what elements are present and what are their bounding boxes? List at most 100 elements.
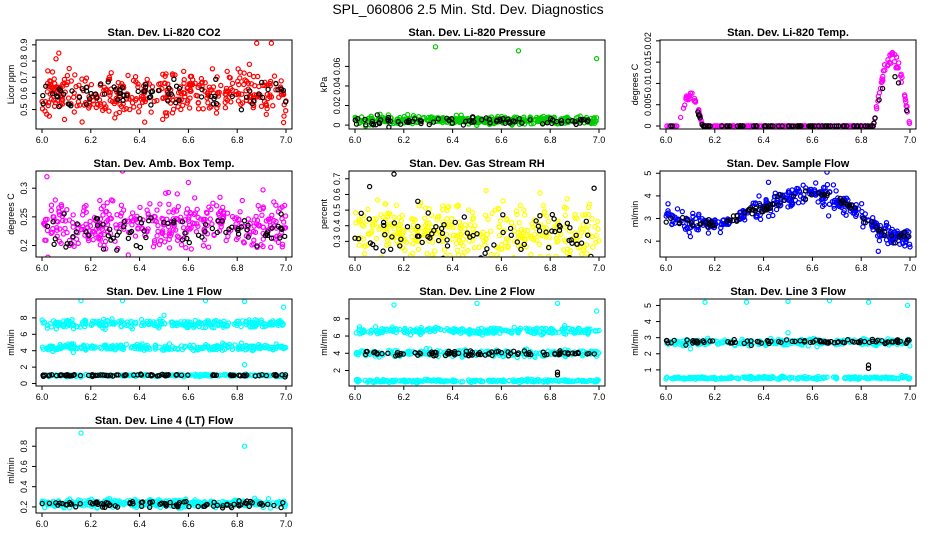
data-point — [273, 341, 279, 347]
data-point — [891, 59, 898, 65]
data-point — [682, 102, 688, 108]
data-point — [523, 377, 529, 383]
data-point — [246, 61, 253, 68]
data-point — [679, 214, 686, 221]
data-point — [194, 206, 200, 213]
y-axis-label: ml/min — [630, 201, 640, 228]
data-point — [230, 372, 236, 379]
x-tick-label: 6.8 — [231, 392, 244, 402]
data-point — [405, 378, 412, 384]
data-point — [862, 219, 868, 226]
data-point — [528, 328, 534, 335]
data-point — [227, 85, 234, 92]
data-point — [123, 105, 130, 112]
data-point — [213, 100, 220, 107]
data-point — [70, 233, 76, 240]
y-axis-label: percent — [319, 198, 329, 229]
data-point — [82, 320, 89, 326]
x-tick-label: 6.6 — [495, 263, 508, 273]
data-point — [90, 343, 96, 350]
data-point — [265, 216, 271, 223]
data-point — [416, 330, 422, 336]
data-point — [229, 93, 235, 100]
data-point — [410, 250, 416, 257]
data-point — [209, 221, 215, 227]
data-point — [760, 375, 766, 381]
data-point — [401, 113, 407, 120]
data-point — [89, 320, 95, 327]
data-point — [149, 88, 156, 95]
data-point — [697, 221, 703, 228]
data-point — [102, 208, 109, 215]
data-point — [171, 76, 177, 83]
data-point — [105, 232, 112, 239]
x-tick-label: 6.0 — [660, 135, 673, 145]
data-point — [67, 318, 73, 325]
data-point — [895, 80, 902, 86]
data-point — [199, 86, 205, 93]
data-point — [858, 200, 865, 207]
data-point — [439, 230, 446, 236]
data-point — [173, 208, 180, 214]
data-point — [176, 85, 183, 92]
data-point — [431, 353, 437, 359]
data-point — [407, 326, 414, 333]
data-point — [64, 240, 70, 247]
data-point — [245, 222, 251, 228]
data-point — [540, 202, 547, 209]
data-point — [243, 318, 250, 325]
data-point — [563, 205, 569, 211]
data-point — [448, 222, 455, 228]
data-point — [366, 216, 372, 222]
data-point — [753, 214, 759, 220]
data-point — [485, 216, 491, 223]
data-point — [185, 179, 192, 186]
panel-title: Stan. Dev. Li-820 Pressure — [408, 27, 545, 39]
data-point — [671, 123, 678, 129]
data-point — [580, 225, 586, 232]
data-point — [695, 374, 702, 380]
y-tick-label: 0.04 — [332, 77, 342, 95]
data-point — [219, 215, 226, 221]
data-point — [534, 237, 540, 243]
data-point — [87, 218, 93, 225]
data-point — [677, 114, 684, 121]
data-point — [216, 212, 222, 218]
data-point — [178, 106, 184, 113]
data-point — [895, 65, 901, 71]
data-point — [123, 341, 130, 347]
data-point — [270, 347, 276, 353]
data-point — [142, 81, 148, 88]
data-point — [736, 376, 742, 382]
data-point — [742, 209, 748, 216]
data-point — [693, 215, 699, 222]
x-tick-label: 6.8 — [855, 135, 868, 145]
data-point — [379, 350, 385, 357]
data-point — [763, 196, 769, 203]
data-point — [433, 324, 439, 331]
plot-frame — [348, 170, 606, 258]
data-point — [269, 225, 275, 231]
data-point — [521, 207, 527, 213]
data-point — [223, 95, 229, 102]
data-point — [143, 234, 149, 241]
data-point — [518, 232, 525, 238]
data-point — [78, 299, 84, 304]
data-point — [165, 98, 171, 104]
data-point — [262, 82, 268, 89]
data-point — [277, 205, 283, 212]
data-point — [75, 222, 82, 228]
data-point — [62, 225, 68, 232]
data-point — [283, 107, 289, 114]
data-point — [220, 209, 227, 215]
data-point — [39, 317, 45, 323]
data-point — [103, 225, 110, 232]
data-point — [48, 78, 54, 85]
data-point — [246, 71, 253, 78]
data-point — [204, 373, 210, 379]
data-point — [752, 207, 759, 214]
data-point — [45, 254, 51, 257]
data-point — [705, 230, 712, 236]
data-point — [742, 217, 748, 223]
data-point — [191, 195, 198, 201]
